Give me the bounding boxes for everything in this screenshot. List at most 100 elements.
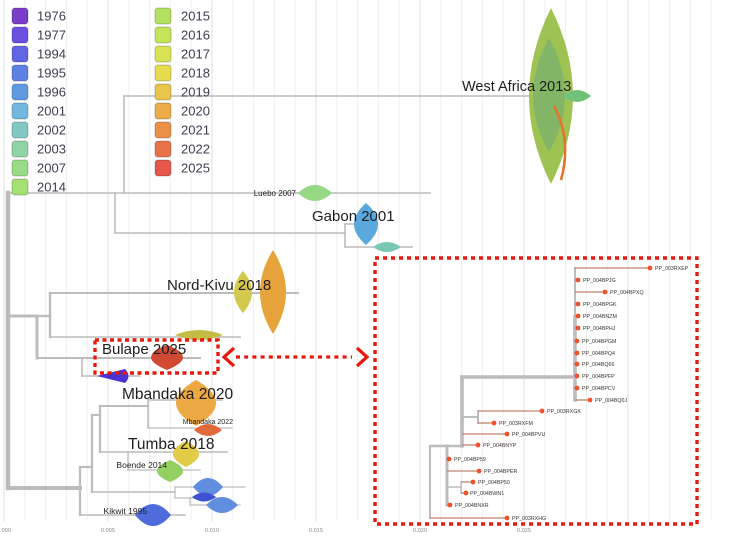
legend-swatch[interactable] — [11, 178, 29, 196]
legend-item[interactable]: 2022 — [154, 140, 210, 158]
clade-label-kikwit[interactable]: Kikwit 1995 — [104, 506, 148, 516]
tip-dot[interactable] — [475, 442, 481, 448]
legend-swatch[interactable] — [154, 83, 172, 101]
density-boende[interactable] — [157, 460, 183, 482]
density-west-africa-inner[interactable] — [533, 38, 565, 152]
tip-label[interactable]: PP_004BPVU — [512, 432, 545, 438]
tip-dot[interactable] — [602, 289, 608, 295]
tip-dot[interactable] — [504, 431, 510, 437]
clade-label-luebo[interactable]: Luebo 2007 — [254, 189, 297, 198]
tip-label[interactable]: PP_004BPCV — [582, 386, 616, 392]
tip-dot[interactable] — [539, 408, 545, 414]
density-nordkivu-large[interactable] — [260, 250, 286, 334]
legend-swatch[interactable] — [154, 159, 172, 177]
legend-swatch[interactable] — [154, 26, 172, 44]
legend-item[interactable]: 2007 — [11, 159, 66, 177]
tip-label[interactable]: PP_003RXHG — [512, 516, 546, 522]
tip-label[interactable]: PP_004BPGK — [583, 302, 617, 308]
legend-item[interactable]: 2003 — [11, 140, 66, 158]
density-bulape[interactable] — [151, 345, 183, 370]
clade-label-tumba[interactable]: Tumba 2018 — [128, 436, 214, 453]
legend-item[interactable]: 1995 — [11, 64, 66, 82]
legend-swatch[interactable] — [11, 7, 29, 25]
tip-label[interactable]: PP_004BNZM — [583, 314, 617, 320]
tip-label[interactable]: PP_004BP59 — [454, 457, 486, 463]
legend-item[interactable]: 1977 — [11, 26, 66, 44]
density-west-africa-side[interactable] — [563, 90, 591, 102]
tip-label[interactable]: PP_004BPFP — [582, 374, 615, 380]
tip-label[interactable]: PP_004BP50 — [478, 480, 510, 486]
tip-label[interactable]: PP_004BQ66 — [582, 362, 614, 368]
tip-dot[interactable] — [575, 277, 581, 283]
legend-swatch[interactable] — [11, 140, 29, 158]
tip-label[interactable]: PP_004BPXQ — [610, 290, 644, 296]
legend-item[interactable]: 2021 — [154, 121, 210, 139]
tip-dot[interactable] — [574, 361, 580, 367]
tip-label[interactable]: PP_004BNYP — [483, 443, 517, 449]
legend-item[interactable]: 1996 — [11, 83, 66, 101]
tip-dot[interactable] — [470, 479, 476, 485]
clade-label-mbandaka-2020[interactable]: Mbandaka 2020 — [122, 386, 234, 403]
density-tumba[interactable] — [173, 441, 199, 467]
legend-swatch[interactable] — [11, 26, 29, 44]
tip-dot[interactable] — [574, 350, 580, 356]
legend-swatch[interactable] — [11, 83, 29, 101]
density-blue-upper[interactable] — [193, 478, 223, 496]
density-purple[interactable] — [97, 369, 129, 383]
tip-dot[interactable] — [575, 325, 581, 331]
tip-dot[interactable] — [476, 468, 482, 474]
density-gabon[interactable] — [354, 203, 378, 245]
tip-label[interactable]: PP_004BPQ4 — [582, 351, 615, 357]
legend-item[interactable]: 2016 — [154, 26, 210, 44]
tip-dot[interactable] — [587, 397, 593, 403]
clade-label-mbandaka-2022[interactable]: Mbandaka 2022 — [183, 419, 233, 426]
legend-item[interactable]: 2001 — [11, 102, 66, 120]
tip-dot[interactable] — [574, 385, 580, 391]
density-blue-lower[interactable] — [206, 497, 238, 513]
tip-label[interactable]: PP_004BPHJ — [583, 326, 616, 332]
legend-item[interactable]: 2002 — [11, 121, 66, 139]
tip-dot[interactable] — [491, 420, 497, 426]
density-blue-narrow[interactable] — [192, 492, 216, 502]
tip-dot[interactable] — [463, 490, 469, 496]
legend-item[interactable]: 2025 — [154, 159, 210, 177]
density-mbandaka-2020[interactable] — [176, 380, 216, 426]
legend-swatch[interactable] — [11, 102, 29, 120]
tip-label[interactable]: PP_004BPER — [484, 469, 517, 475]
tip-dot[interactable] — [575, 313, 581, 319]
legend-item[interactable]: 1994 — [11, 45, 66, 63]
tip-dot[interactable] — [504, 515, 510, 521]
tip-label[interactable]: PP_004BPGM — [582, 339, 616, 345]
clade-label-gabon[interactable]: Gabon 2001 — [312, 208, 395, 225]
legend-swatch[interactable] — [11, 121, 29, 139]
density-olive[interactable] — [175, 330, 223, 340]
clade-label-bulape[interactable]: Bulape 2025 — [102, 341, 186, 358]
clade-label-boende[interactable]: Boende 2014 — [116, 460, 167, 470]
legend-swatch[interactable] — [154, 121, 172, 139]
density-mbandaka-2022[interactable] — [194, 424, 222, 436]
tip-label[interactable]: PP_003RXFM — [499, 421, 533, 427]
density-kikwit[interactable] — [135, 504, 171, 526]
density-gabon-sibling[interactable] — [373, 242, 401, 252]
tip-label[interactable]: PP_004BNXR — [455, 503, 489, 509]
tip-dot[interactable] — [574, 373, 580, 379]
legend-swatch[interactable] — [11, 159, 29, 177]
legend-item[interactable]: 2020 — [154, 102, 210, 120]
legend-swatch[interactable] — [11, 64, 29, 82]
legend-item[interactable]: 2019 — [154, 83, 210, 101]
legend-item[interactable]: 2015 — [154, 7, 210, 25]
legend-swatch[interactable] — [154, 7, 172, 25]
legend-item[interactable]: 2014 — [11, 178, 66, 196]
tip-label[interactable]: PP_004BPJG — [583, 278, 616, 284]
tip-dot[interactable] — [575, 301, 581, 307]
clade-label-west-africa[interactable]: West Africa 2013 — [462, 79, 571, 95]
legend-swatch[interactable] — [154, 140, 172, 158]
legend-item[interactable]: 2017 — [154, 45, 210, 63]
tip-label[interactable]: PP_004BQ0J — [595, 398, 627, 404]
tip-label[interactable]: PP_004BWN1 — [470, 491, 504, 497]
density-nordkivu-small[interactable] — [234, 271, 252, 313]
legend-swatch[interactable] — [154, 64, 172, 82]
density-luebo[interactable] — [298, 185, 332, 201]
tip-label[interactable]: PP_003RXGK — [547, 409, 581, 415]
legend-item[interactable]: 2018 — [154, 64, 210, 82]
